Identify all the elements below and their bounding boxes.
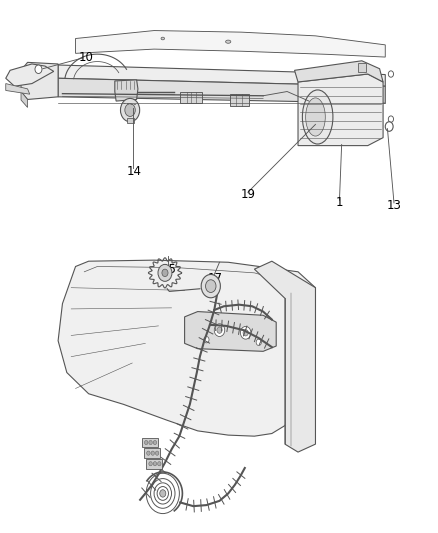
Polygon shape xyxy=(297,74,382,146)
Circle shape xyxy=(159,490,166,497)
Text: 19: 19 xyxy=(240,189,255,201)
Circle shape xyxy=(144,440,148,445)
Polygon shape xyxy=(6,64,53,86)
Bar xyxy=(126,118,133,123)
Bar xyxy=(357,63,365,72)
Bar xyxy=(180,92,201,103)
Text: 10: 10 xyxy=(79,51,94,63)
Circle shape xyxy=(148,462,152,466)
Circle shape xyxy=(146,451,150,455)
Circle shape xyxy=(255,339,261,345)
Ellipse shape xyxy=(188,325,206,335)
Polygon shape xyxy=(254,261,315,452)
Circle shape xyxy=(120,99,139,122)
Polygon shape xyxy=(6,84,30,94)
Bar xyxy=(229,94,248,106)
Circle shape xyxy=(388,71,392,77)
Polygon shape xyxy=(58,65,385,86)
Ellipse shape xyxy=(305,98,325,136)
Text: 15: 15 xyxy=(162,263,177,276)
Polygon shape xyxy=(184,312,276,351)
Circle shape xyxy=(153,462,156,466)
Polygon shape xyxy=(294,61,382,82)
Text: 13: 13 xyxy=(386,199,400,212)
Circle shape xyxy=(388,116,392,122)
Circle shape xyxy=(385,122,392,131)
Circle shape xyxy=(205,280,215,293)
Circle shape xyxy=(240,326,251,339)
Text: 1: 1 xyxy=(335,196,343,209)
Circle shape xyxy=(155,451,159,455)
Ellipse shape xyxy=(225,40,230,43)
Circle shape xyxy=(148,440,152,445)
Polygon shape xyxy=(21,62,58,100)
Ellipse shape xyxy=(302,90,332,144)
Bar xyxy=(144,448,159,458)
Polygon shape xyxy=(115,80,138,101)
Circle shape xyxy=(203,336,208,343)
Circle shape xyxy=(201,274,220,298)
Circle shape xyxy=(157,462,161,466)
Circle shape xyxy=(35,65,42,74)
Bar xyxy=(141,438,157,447)
Text: 17: 17 xyxy=(207,272,222,285)
Circle shape xyxy=(153,440,156,445)
Ellipse shape xyxy=(161,37,164,40)
Polygon shape xyxy=(58,260,315,436)
Polygon shape xyxy=(58,78,385,103)
Circle shape xyxy=(151,451,154,455)
Bar xyxy=(146,459,162,469)
Circle shape xyxy=(162,269,168,277)
Circle shape xyxy=(214,324,224,336)
Text: 14: 14 xyxy=(127,165,141,177)
Circle shape xyxy=(216,327,222,333)
Circle shape xyxy=(243,329,248,336)
Circle shape xyxy=(158,264,172,281)
Polygon shape xyxy=(75,30,385,57)
Circle shape xyxy=(124,104,135,116)
Polygon shape xyxy=(21,92,28,108)
